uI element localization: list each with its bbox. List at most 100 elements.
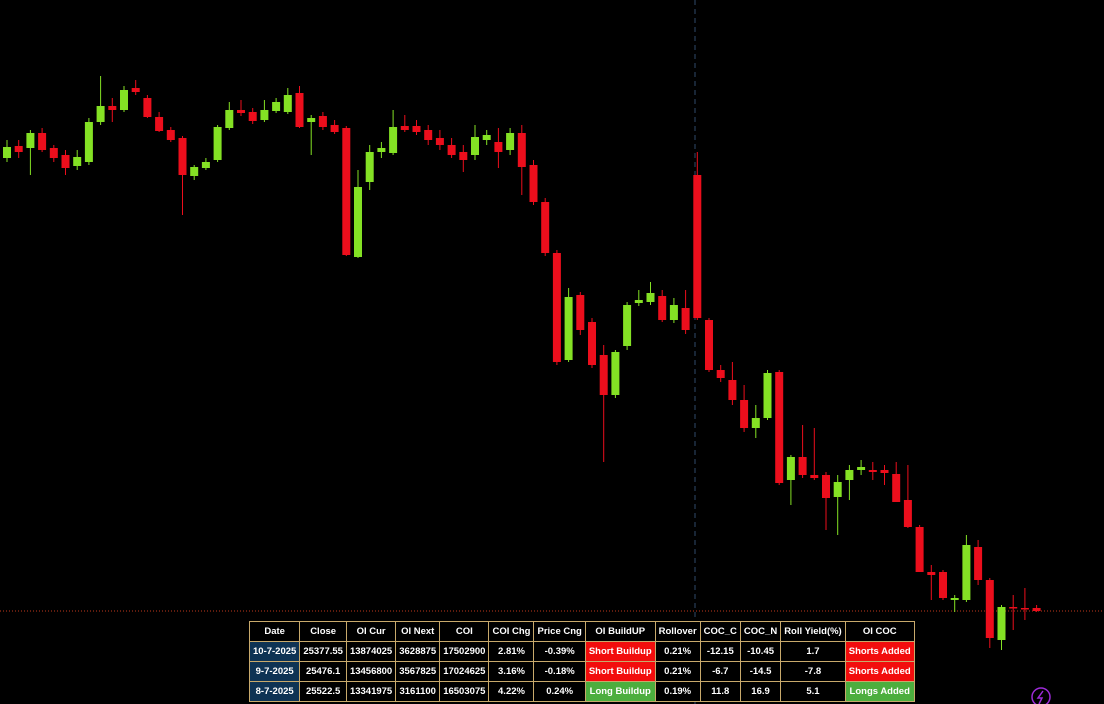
header-cell: Close <box>299 621 347 642</box>
candle-body <box>471 137 479 155</box>
candle-body <box>49 148 58 158</box>
candle-body <box>552 253 561 362</box>
candle-body <box>295 93 304 127</box>
candle-body <box>237 110 245 113</box>
candle-body <box>868 470 877 472</box>
candle-body <box>225 110 234 128</box>
candle-body <box>950 598 959 600</box>
candle-body <box>786 457 795 480</box>
candle-body <box>84 122 93 162</box>
candle-body <box>517 133 526 167</box>
table-cell: 25522.5 <box>299 681 347 702</box>
table-row: 8-7-2025 25522.5 13341975 3161100 16503075 4.… <box>248 681 915 702</box>
candle-body <box>915 527 924 572</box>
candle-body <box>1009 607 1018 609</box>
candle-body <box>354 187 362 257</box>
candle-body <box>272 102 281 111</box>
candle-body <box>190 167 199 176</box>
candle-body <box>155 117 164 131</box>
candle-body <box>283 95 292 112</box>
table-cell: 0.24% <box>533 681 586 702</box>
candle-body <box>716 370 725 378</box>
candle-body <box>529 165 538 202</box>
date-cell: 8-7-2025 <box>248 681 301 702</box>
table-cell: 17024625 <box>439 661 490 682</box>
candle-body <box>903 500 912 527</box>
header-cell: COI Chg <box>488 621 535 642</box>
candle-body <box>564 297 573 360</box>
table-cell: 0.19% <box>654 681 701 702</box>
candle-body <box>693 175 702 318</box>
candle-body <box>822 475 830 498</box>
candle-body <box>318 116 327 127</box>
table-cell: Short Buildup <box>584 641 656 662</box>
candle-body <box>997 607 1006 640</box>
candle-body <box>646 293 655 302</box>
candle-body <box>623 305 632 346</box>
candle-body <box>248 112 257 121</box>
candle-body <box>26 133 35 148</box>
candle-body <box>541 202 550 253</box>
header-cell: COC_N <box>739 621 782 642</box>
table-cell: 11.8 <box>699 681 741 702</box>
table-cell: -12.15 <box>699 641 741 662</box>
candle-body <box>3 147 11 158</box>
table-cell: Longs Added <box>844 681 915 702</box>
table-cell: -7.8 <box>780 661 846 682</box>
table-cell: 13456800 <box>345 661 397 682</box>
table-cell: 3161100 <box>395 681 441 702</box>
table-cell: Shorts Added <box>844 641 915 662</box>
candle-body <box>143 98 152 117</box>
candle-body <box>459 152 468 160</box>
candle-body <box>494 142 503 152</box>
candle-body <box>634 300 643 303</box>
table-cell: Short Buildup <box>584 661 656 682</box>
lightning-icon[interactable] <box>1031 687 1051 704</box>
candle-body <box>669 305 678 320</box>
table-cell: 25476.1 <box>299 661 347 682</box>
header-cell: Roll Yield(%) <box>780 621 846 642</box>
candle-body <box>1032 608 1041 611</box>
table-cell: 13341975 <box>345 681 397 702</box>
header-cell: Date <box>248 621 301 642</box>
candle-body <box>447 145 456 155</box>
candle-body <box>377 148 386 152</box>
table-cell: 4.22% <box>488 681 535 702</box>
table-cell: 13874025 <box>345 641 397 662</box>
table-cell: 17502900 <box>439 641 490 662</box>
candle-body <box>424 130 433 140</box>
table-cell: Shorts Added <box>844 661 915 682</box>
header-cell: OI BuildUP <box>584 621 656 642</box>
candle-body <box>330 125 339 132</box>
candle-body <box>810 475 819 478</box>
table-cell: Long Buildup <box>584 681 656 702</box>
candle-body <box>728 380 737 400</box>
table-cell: -0.18% <box>533 661 586 682</box>
table-row: 9-7-2025 25476.1 13456800 3567825 17024625 3.… <box>248 661 915 682</box>
candle-body <box>506 133 515 150</box>
header-cell: Rollover <box>654 621 701 642</box>
candle-body <box>342 128 351 255</box>
candle-body <box>365 152 374 182</box>
candle-body <box>201 162 210 168</box>
candle-body <box>857 467 866 470</box>
candle-body <box>962 545 971 600</box>
candle-body <box>985 580 994 638</box>
oi-table: Date Close OI Cur OI Next COI COI Chg Price Cn… <box>248 621 915 702</box>
lightning-bolt <box>1036 690 1044 704</box>
table-cell: -0.39% <box>533 641 586 662</box>
date-cell: 9-7-2025 <box>248 661 301 682</box>
table-cell: -6.7 <box>699 661 741 682</box>
candle-body <box>14 146 23 152</box>
candle-body <box>260 110 269 120</box>
candle-body <box>833 482 842 497</box>
candle-body <box>96 106 105 122</box>
header-cell: OI COC <box>844 621 915 642</box>
candle-body <box>576 295 585 330</box>
candle-body <box>880 470 889 473</box>
candle-body <box>178 138 187 175</box>
candle-body <box>120 90 128 110</box>
header-cell: Price Cng <box>533 621 586 642</box>
candle-body <box>599 355 608 395</box>
table-cell: -14.5 <box>739 661 782 682</box>
